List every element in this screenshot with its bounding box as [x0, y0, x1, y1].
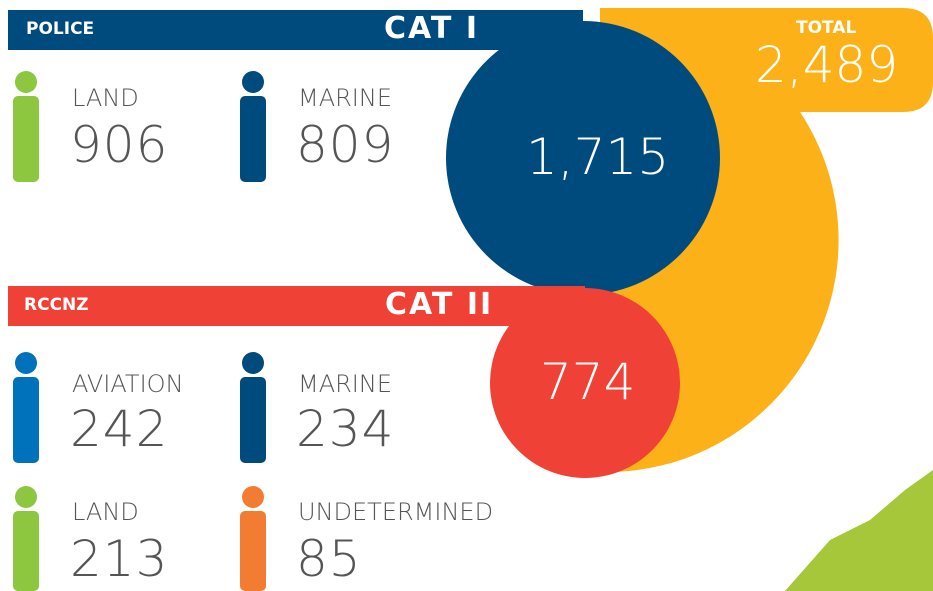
corner-shape [785, 470, 933, 591]
cat2-value: 774 [540, 353, 636, 411]
item-label: LAND [72, 498, 139, 526]
item-label: MARINE [298, 84, 392, 112]
cat2-banner [8, 286, 585, 326]
item-label: LAND [72, 84, 139, 112]
item-label: UNDETERMINED [298, 498, 494, 526]
item-value: 906 [70, 116, 169, 174]
total-label: TOTAL [796, 18, 857, 38]
person-icons [13, 71, 266, 591]
cat1-value: 1,715 [526, 128, 670, 186]
item-value: 242 [70, 400, 169, 458]
category: CAT II [385, 287, 494, 322]
cat1-circle [446, 21, 720, 295]
agency: RCCNZ [24, 295, 89, 315]
cat2-circle [490, 288, 680, 478]
item-value: 213 [70, 530, 169, 588]
category: CAT I [384, 11, 479, 46]
agency: POLICE [26, 19, 95, 39]
item-value: 85 [296, 530, 362, 588]
item-value: 809 [296, 116, 395, 174]
item-value: 234 [296, 400, 395, 458]
cat1-banner [8, 10, 583, 50]
total-value: 2,489 [755, 36, 899, 94]
item-label: MARINE [298, 370, 392, 398]
item-label: AVIATION [72, 370, 184, 398]
